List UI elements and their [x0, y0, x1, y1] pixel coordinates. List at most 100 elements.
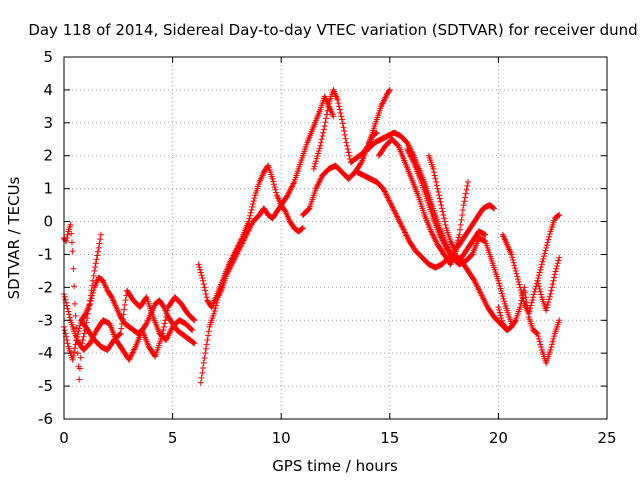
data-point	[87, 340, 94, 347]
data-point	[534, 330, 541, 337]
data-point	[479, 293, 486, 300]
data-point	[118, 320, 125, 327]
data-point	[441, 218, 448, 225]
data-point	[160, 303, 167, 310]
data-point	[442, 221, 449, 228]
data-point	[405, 236, 412, 243]
data-point	[248, 221, 255, 228]
data-point	[383, 191, 390, 198]
data-point	[346, 152, 353, 159]
data-point	[283, 193, 290, 200]
data-point	[489, 204, 496, 211]
data-point	[535, 272, 542, 279]
data-point	[129, 350, 136, 357]
data-point	[87, 300, 94, 307]
data-point	[550, 335, 557, 342]
data-point	[226, 259, 233, 266]
data-point	[394, 214, 401, 221]
data-point	[438, 236, 445, 243]
data-point	[273, 189, 280, 196]
data-point	[433, 240, 440, 247]
data-point	[236, 239, 243, 246]
data-point	[380, 98, 387, 105]
data-point	[94, 252, 101, 259]
data-point	[67, 221, 74, 228]
data-point	[341, 131, 348, 138]
data-point	[247, 222, 254, 229]
data-point	[69, 356, 76, 363]
data-point	[287, 186, 294, 193]
data-point	[151, 352, 158, 359]
data-point	[312, 185, 319, 192]
data-point	[518, 289, 525, 296]
data-point	[520, 298, 527, 305]
data-point	[64, 305, 71, 312]
data-point	[551, 333, 558, 340]
data-point	[535, 280, 542, 287]
data-point	[234, 243, 241, 250]
data-point	[508, 251, 515, 258]
x-tick-label: 10	[272, 429, 291, 447]
data-point	[455, 234, 462, 241]
data-point	[198, 272, 205, 279]
data-point	[336, 103, 343, 110]
data-point	[197, 269, 204, 276]
data-point	[441, 241, 448, 248]
data-point	[116, 331, 123, 338]
data-point	[231, 249, 238, 256]
data-point	[498, 288, 505, 295]
data-point	[430, 169, 437, 176]
data-point	[324, 107, 331, 114]
data-point	[464, 182, 471, 189]
axis-ticks: 0 5 10 15 20 25 -6 -5 -4 -3 -2 -1 0 1 2 3 4 5	[38, 48, 617, 447]
data-marks	[61, 86, 563, 386]
data-point	[248, 206, 255, 213]
data-point	[235, 242, 242, 249]
data-point	[527, 305, 534, 312]
data-point	[471, 277, 478, 284]
data-point	[475, 285, 482, 292]
data-point	[435, 188, 442, 195]
data-point	[319, 132, 326, 139]
data-point	[537, 266, 544, 273]
data-point	[546, 233, 553, 240]
data-point	[247, 212, 254, 219]
data-point	[71, 300, 78, 307]
data-point	[394, 142, 401, 149]
data-point	[286, 189, 293, 196]
data-point	[92, 328, 99, 335]
data-point	[548, 341, 555, 348]
data-point	[483, 301, 490, 308]
data-point	[190, 316, 197, 323]
data-point	[392, 210, 399, 217]
data-point	[299, 225, 306, 232]
data-point	[334, 96, 341, 103]
plot-frame	[63, 56, 608, 420]
data-point	[462, 190, 469, 197]
data-point	[205, 332, 212, 339]
data-point	[467, 252, 474, 259]
data-point	[400, 226, 407, 233]
data-point	[473, 282, 480, 289]
data-point	[250, 198, 257, 205]
data-point	[191, 340, 198, 347]
data-point	[290, 180, 297, 187]
data-point	[496, 280, 503, 287]
data-point	[76, 325, 83, 332]
data-point	[80, 333, 87, 340]
data-point	[129, 349, 136, 356]
data-point	[87, 338, 94, 345]
data-point	[270, 181, 277, 188]
data-point	[459, 211, 466, 218]
data-point	[190, 339, 197, 346]
data-point	[316, 145, 323, 152]
y-tick-label: -5	[38, 377, 53, 395]
data-point	[284, 192, 291, 199]
data-point	[396, 219, 403, 226]
data-point	[198, 374, 205, 381]
data-point	[163, 335, 170, 342]
data-point	[460, 202, 467, 209]
data-point	[433, 182, 440, 189]
data-point	[342, 135, 349, 142]
data-point	[118, 325, 125, 332]
